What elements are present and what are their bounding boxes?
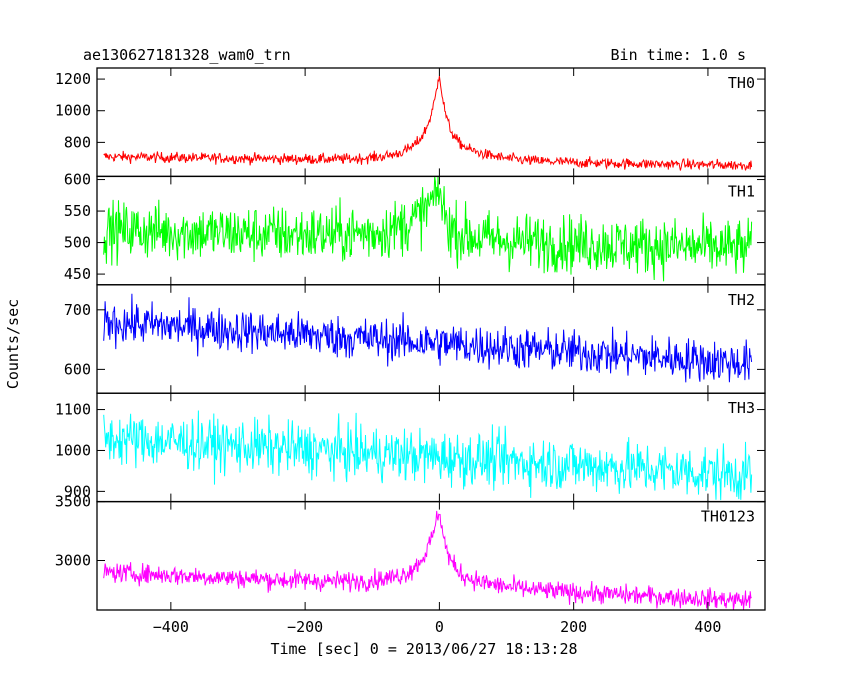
x-tick-label: 200	[560, 618, 587, 636]
panels-group: 800 1000 1200 TH0 450 500 550 600 TH1 600 700 TH2 90…	[55, 67, 766, 611]
y-tick-label: 500	[64, 234, 91, 252]
panel-th0: 800 1000 1200 TH0	[55, 67, 766, 178]
y-tick-label: 1000	[55, 102, 91, 120]
y-tick-label: 1000	[55, 441, 91, 459]
y-tick-label: 3500	[55, 493, 91, 511]
trace-th3	[103, 410, 753, 501]
y-tick-label: 1100	[55, 401, 91, 419]
x-tick-label: −400	[153, 618, 189, 636]
x-tick-label: 400	[694, 618, 721, 636]
x-tick-label: −200	[287, 618, 323, 636]
bin-time-label: Bin time: 1.0 s	[611, 46, 746, 64]
trace-th0	[103, 76, 753, 171]
y-tick-label: 900	[64, 482, 91, 500]
panel-th1: 450 500 550 600 TH1	[64, 171, 766, 286]
x-axis: −400 −200 0 200 400	[153, 618, 722, 636]
trace-th1	[103, 176, 753, 282]
panel-th2: 600 700 TH2	[64, 284, 766, 394]
y-tick-label: 600	[64, 360, 91, 378]
x-tick-label: 0	[435, 618, 444, 636]
panel-name-th0123: TH0123	[701, 508, 755, 526]
y-axis-label: Counts/sec	[4, 299, 22, 389]
y-tick-label: 450	[64, 265, 91, 283]
y-tick-label: 550	[64, 202, 91, 220]
y-tick-label: 600	[64, 171, 91, 189]
y-tick-label: 800	[64, 133, 91, 151]
panel-th3: 900 1000 1100 TH3	[55, 392, 766, 503]
y-tick-label: 700	[64, 301, 91, 319]
trace-th2	[103, 293, 753, 383]
panel-name-th1: TH1	[728, 182, 755, 200]
panel-name-th3: TH3	[728, 399, 755, 417]
panel-th0123: 3000 3500 TH0123	[55, 493, 766, 611]
trace-th0123	[103, 510, 752, 610]
x-axis-label: Time [sec] 0 = 2013/06/27 18:13:28	[270, 640, 577, 658]
panel-name-th2: TH2	[728, 291, 755, 309]
chart-title: ae130627181328_wam0_trn	[83, 46, 291, 64]
y-tick-label: 3000	[55, 552, 91, 570]
panel-name-th0: TH0	[728, 74, 755, 92]
y-tick-label: 1200	[55, 70, 91, 88]
panel-frame	[96, 500, 766, 611]
